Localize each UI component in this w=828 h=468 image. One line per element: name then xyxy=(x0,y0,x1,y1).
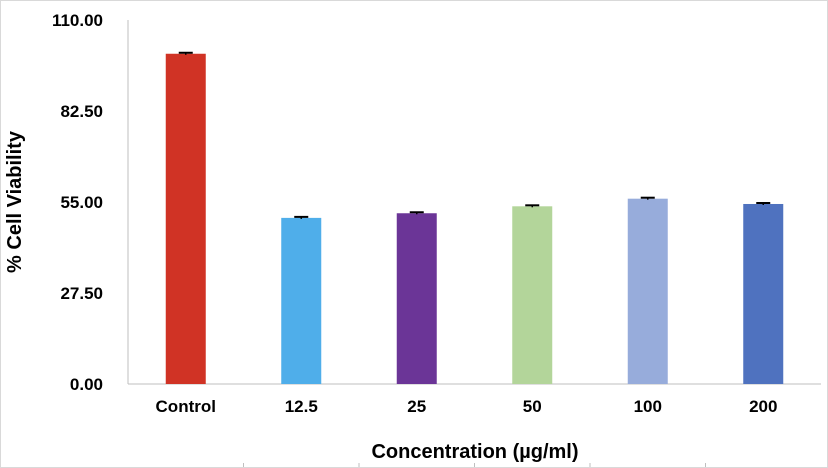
y-tick-label: 0.00 xyxy=(70,375,103,394)
x-axis-title: Concentration (µg/ml) xyxy=(371,441,578,463)
y-axis-title: % Cell Viability xyxy=(4,130,26,273)
y-axis-ticks: 0.00 27.50 55.00 82.50 110.00 xyxy=(52,11,103,394)
y-tick-label: 82.50 xyxy=(60,102,103,121)
x-tick-label: 100 xyxy=(634,397,662,416)
x-tick-label: 200 xyxy=(749,397,777,416)
bar xyxy=(743,203,784,384)
bar xyxy=(165,53,206,385)
y-tick-label: 27.50 xyxy=(60,284,103,303)
bar xyxy=(512,206,553,384)
y-tick-label: 55.00 xyxy=(60,193,103,212)
x-tick-label: 25 xyxy=(407,397,426,416)
x-tick-label: Control xyxy=(156,397,216,416)
bar xyxy=(627,198,668,384)
x-tick-label: 12.5 xyxy=(285,397,318,416)
x-axis-labels: Control 12.5 25 50 100 200 xyxy=(156,397,777,467)
bar-series xyxy=(165,51,784,385)
bar xyxy=(281,217,322,384)
bar xyxy=(396,213,437,384)
x-tick-label: 50 xyxy=(523,397,542,416)
y-tick-label: 110.00 xyxy=(52,11,103,30)
